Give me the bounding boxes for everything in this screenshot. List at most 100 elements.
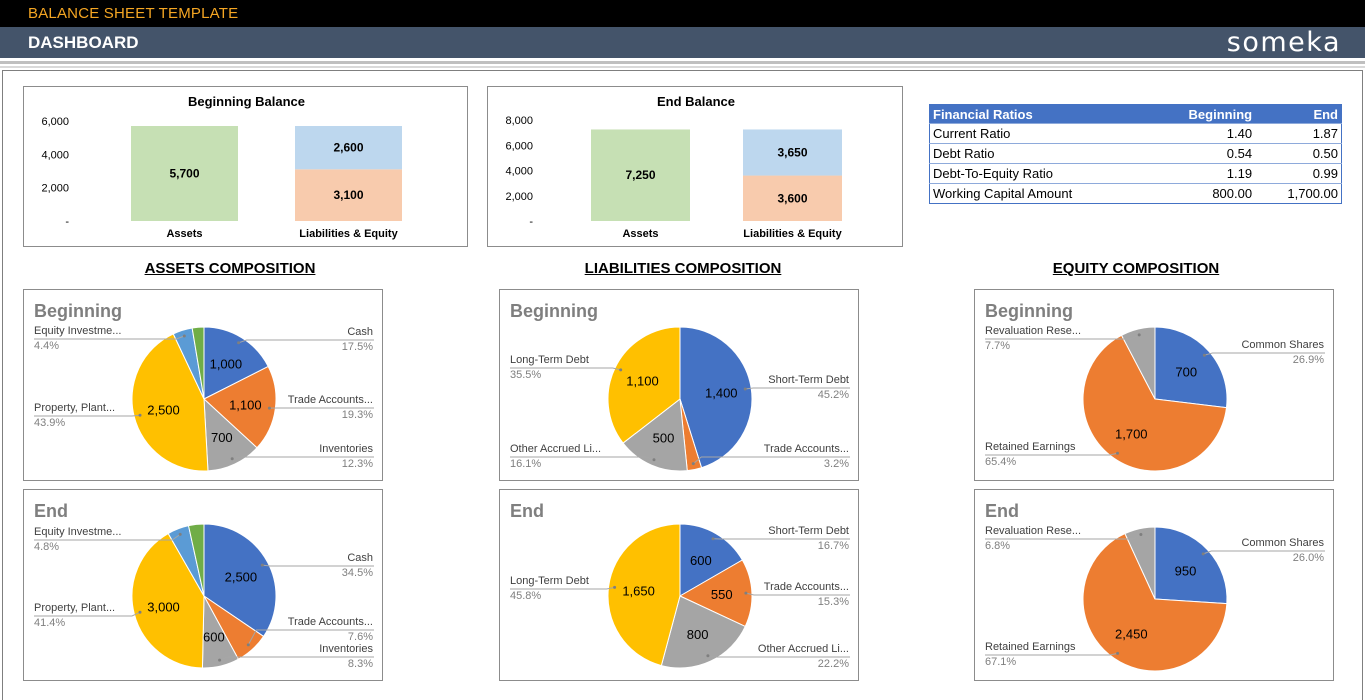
assets-end-pie: End 2,500 Cash 34.5% Trade Accounts... 7.6% 60… [23,489,383,681]
divider-bottom [0,66,1365,68]
title-bar: BALANCE SHEET TEMPLATE [0,0,1365,27]
pie-percent-label: 26.0% [1293,552,1324,564]
pie-percent-label: 45.2% [818,389,849,401]
leader-dot [182,334,186,338]
pie-chart-svg: Beginning 700 Common Shares 26.9% 1,700 Retai… [985,301,1325,472]
pie-series-label: Other Accrued Li... [510,443,601,455]
bar-liabilities [743,129,842,176]
app-title: BALANCE SHEET TEMPLATE [28,5,239,22]
equity-beginning-pie: Beginning 700 Common Shares 26.9% 1,700 Retai… [974,289,1334,481]
ratios-header-name: Financial Ratios [929,104,1150,124]
leader-line [34,414,141,417]
ratio-beginning: 1.19 [1149,163,1256,184]
leader-line [985,452,1118,456]
pie-series-label: Cash [347,552,373,564]
leader-dot [218,658,222,662]
pie-slice [679,523,744,597]
leader-dot [178,532,182,536]
x-category-label: Liabilities & Equity [743,228,842,240]
y-tick-label: 4,000 [505,166,533,178]
leader-line [692,456,850,464]
pie-value-label: 1,400 [705,386,738,401]
pie-chart-svg: Beginning 1,400 Short-Term Debt 45.2% Trade … [510,301,850,472]
pie-value-label: 700 [1175,364,1197,379]
pie-percent-label: 7.7% [985,340,1010,352]
pie-value-label: 2,450 [1115,626,1148,641]
leader-line [985,534,1142,540]
ratio-name: Debt Ratio [929,143,1150,164]
liabilities-end-pie: End 600 Short-Term Debt 16.7% 550 Trade Accou… [499,489,859,681]
pie-series-label: Trade Accounts... [764,581,849,593]
pie-value-label: 2,500 [225,569,258,584]
y-tick-label: 8,000 [505,115,533,127]
bar-equity [295,169,402,221]
pie-percent-label: 16.7% [818,540,849,552]
leader-dot [230,457,234,461]
pie-percent-label: 6.8% [985,540,1010,552]
pie-value-label: 950 [1175,563,1197,578]
pie-series-label: Short-Term Debt [768,374,849,386]
pie-title: End [985,501,1019,521]
pie-percent-label: 4.8% [34,541,59,553]
pie-slice [1082,532,1228,672]
leader-dot [1139,533,1143,536]
pie-percent-label: 8.3% [348,658,373,670]
pie-percent-label: 41.4% [34,617,65,629]
leader-dot [706,654,710,658]
pie-slice [131,532,205,669]
leader-line [34,611,141,617]
pie-percent-label: 4.4% [34,340,59,352]
pie-series-label: Common Shares [1241,339,1324,351]
ratio-name: Working Capital Amount [929,183,1150,204]
leader-dot [619,368,623,372]
leader-dot [246,643,250,647]
ratio-end: 1.87 [1255,123,1342,144]
leader-line [219,656,374,661]
ratios-header-end: End [1255,104,1342,124]
pie-value-label: 600 [203,630,225,645]
y-tick-label: 2,000 [41,183,69,195]
bar-assets [591,129,690,221]
divider-top [0,61,1365,64]
pie-series-label: Inventories [319,443,373,455]
pie-percent-label: 35.5% [510,369,541,381]
bar-assets [131,126,238,221]
pie-series-label: Trade Accounts... [764,443,849,455]
x-category-label: Liabilities & Equity [299,228,398,240]
leader-line [707,655,850,658]
equity-end-pie: End 950 Common Shares 26.0% 2,450 Retained Ea… [974,489,1334,681]
bar-equity [743,175,842,221]
leader-line [745,592,850,596]
pie-value-label: 600 [690,553,712,568]
pie-slice [678,559,753,628]
pie-title: End [34,501,68,521]
leader-line [1204,352,1325,356]
ratio-end: 0.50 [1255,143,1342,164]
leader-dot [711,537,715,541]
pie-slice [191,326,205,400]
pie-series-label: Retained Earnings [985,641,1076,653]
pie-value-label: 700 [211,430,233,445]
leader-dot [138,610,142,614]
pie-percent-label: 65.4% [985,456,1016,468]
y-tick-label: 4,000 [41,149,69,161]
pie-series-label: Trade Accounts... [288,394,373,406]
pie-series-label: Short-Term Debt [768,525,849,537]
ratio-beginning: 0.54 [1149,143,1256,164]
pie-slice [1124,526,1156,600]
pie-percent-label: 3.2% [824,458,849,470]
pie-series-label: Long-Term Debt [510,354,589,366]
leader-line [745,387,850,390]
leader-dot [613,585,617,589]
pie-title: Beginning [985,301,1073,321]
ratio-end: 1,700.00 [1255,183,1342,204]
table-row: Debt Ratio 0.54 0.50 [929,143,1342,164]
leader-dot [743,387,747,391]
ratio-end: 0.99 [1255,163,1342,184]
bar-liabilities [295,126,402,170]
bar-value-label: 3,650 [777,146,807,160]
pie-percent-label: 22.2% [818,658,849,670]
pie-percent-label: 19.3% [342,409,373,421]
x-category-label: Assets [166,228,202,240]
leader-line [510,586,615,590]
